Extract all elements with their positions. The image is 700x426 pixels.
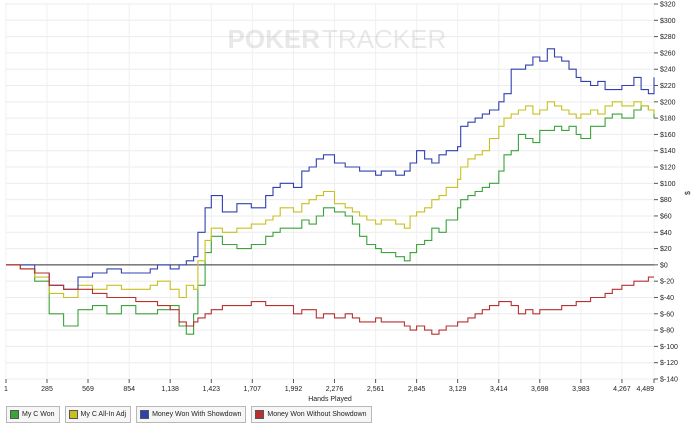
legend-label: Money Won Without Showdown xyxy=(267,411,367,418)
watermark-text-left: POKER xyxy=(228,24,321,54)
x-tick-label: 1,138 xyxy=(161,386,179,393)
series-line-money-won-with-showdown xyxy=(6,48,655,290)
legend-label: Money Won With Showdown xyxy=(152,411,242,418)
series-line-my-c-all-in-adj xyxy=(6,101,655,299)
y-tick-label: $20 xyxy=(660,246,672,253)
x-tick-label: 3,414 xyxy=(490,386,508,393)
legend-swatch xyxy=(140,410,150,419)
legend-item[interactable]: Money Won With Showdown xyxy=(136,406,247,423)
y-tick-label: $280 xyxy=(660,34,676,41)
series-line-money-won-without-showdown xyxy=(6,264,654,335)
x-tick-label: 2,845 xyxy=(408,386,426,393)
x-tick-label: 2,561 xyxy=(367,386,385,393)
x-tick-label: 1 xyxy=(4,386,8,393)
legend-label: My C All-In Adj xyxy=(80,411,127,418)
x-tick-label: 1,992 xyxy=(285,386,303,393)
x-tick-label: 4,489 xyxy=(636,386,654,393)
y-tick-label: $60 xyxy=(660,213,672,220)
x-tick-label: 2,276 xyxy=(326,386,344,393)
x-tick-label: 3,983 xyxy=(572,386,590,393)
watermark-text-right: TRACKER xyxy=(322,24,446,54)
y-tick-label: $140 xyxy=(660,148,676,155)
y-tick-label: $40 xyxy=(660,230,672,237)
x-tick-label: 4,267 xyxy=(613,386,631,393)
y-tick-label: $-120 xyxy=(660,360,678,367)
y-axis-label: $ xyxy=(685,191,692,195)
y-tick-label: $-100 xyxy=(660,344,678,351)
x-tick-label: 569 xyxy=(82,386,94,393)
legend: My C Won My C All-In Adj Money Won With Sh… xyxy=(6,406,372,423)
y-axis-ticks: $-140 $-120 $-100 $-80 $-60 $-40 $-20 $0 $20 $40 $… xyxy=(654,2,678,384)
legend-item[interactable]: Money Won Without Showdown xyxy=(251,406,372,423)
legend-item[interactable]: My C All-In Adj xyxy=(64,406,132,423)
y-tick-label: $100 xyxy=(660,181,676,188)
x-tick-label: 3,129 xyxy=(449,386,467,393)
y-tick-label: $-40 xyxy=(660,295,674,302)
y-tick-label: $220 xyxy=(660,83,676,90)
series-lines xyxy=(6,48,655,335)
x-tick-label: 854 xyxy=(123,386,135,393)
legend-swatch xyxy=(10,410,19,419)
y-tick-label: $80 xyxy=(660,197,672,204)
grid-lines xyxy=(5,3,655,380)
legend-swatch xyxy=(255,410,265,419)
x-tick-label: 285 xyxy=(41,386,53,393)
y-tick-label: $320 xyxy=(660,2,676,9)
x-axis-ticks: 1 285 569 854 1,138 1,423 1,707 1,992 2,276 2,561… xyxy=(4,379,655,393)
y-tick-label: $200 xyxy=(660,99,676,106)
y-tick-label: $-140 xyxy=(660,377,678,384)
y-tick-label: $-20 xyxy=(660,279,674,286)
x-tick-label: 3,698 xyxy=(531,386,549,393)
y-tick-label: $240 xyxy=(660,67,676,74)
y-tick-label: $160 xyxy=(660,132,676,139)
x-tick-label: 1,707 xyxy=(244,386,262,393)
legend-item[interactable]: My C Won xyxy=(6,406,60,423)
y-tick-label: $-80 xyxy=(660,328,674,335)
series-line-my-c-won xyxy=(6,105,655,335)
x-axis-label: Hands Played xyxy=(308,396,352,403)
watermark: POKER TRACKER xyxy=(228,24,447,54)
y-tick-label: $180 xyxy=(660,116,676,123)
y-tick-label: $0 xyxy=(660,262,668,269)
y-tick-label: $260 xyxy=(660,50,676,57)
legend-swatch xyxy=(68,410,78,419)
y-tick-label: $-60 xyxy=(660,311,674,318)
y-tick-label: $300 xyxy=(660,18,676,25)
legend-label: My C Won xyxy=(22,411,55,418)
x-tick-label: 1,423 xyxy=(203,386,221,393)
y-tick-label: $120 xyxy=(660,165,676,172)
